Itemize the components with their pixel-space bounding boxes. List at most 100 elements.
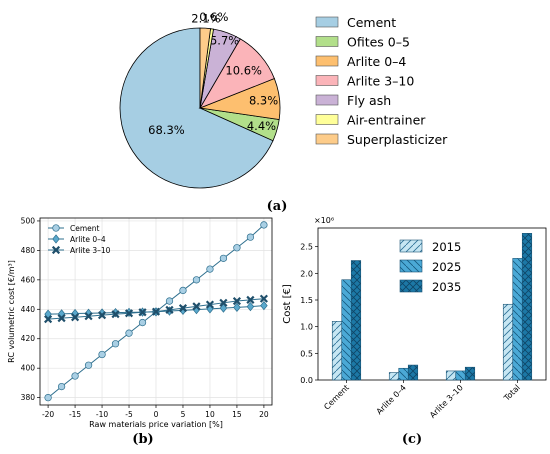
y-tick-label: 500 <box>21 216 36 225</box>
y-tick-label: 2.5 <box>300 243 313 252</box>
point-cement <box>125 329 133 337</box>
point-arlite-0-4 <box>246 301 255 312</box>
legend-marker-arlite-3-10 <box>51 245 61 255</box>
legend-swatch-2025 <box>399 259 423 273</box>
point-cement <box>219 254 228 262</box>
legend-label-arlite-0-4: Arlite 0–4 <box>70 235 106 244</box>
y-tick-label: 460 <box>21 275 36 284</box>
y-exponent-label: ×10⁶ <box>314 216 334 225</box>
legend-swatch-fly-ash <box>315 94 339 106</box>
bar-total-2035 <box>521 233 533 381</box>
point-cement <box>71 372 79 380</box>
legend-label-cement: Cement <box>347 15 396 30</box>
bar-total-2025 <box>512 258 523 381</box>
pie-label-arlite-0-4: 8.3% <box>249 94 278 108</box>
x-tick-label-cement: Cement <box>322 383 351 412</box>
legend-swatch-arlite-3-10 <box>315 75 339 86</box>
point-cement <box>84 361 93 369</box>
point-cement <box>179 286 187 295</box>
legend-label-superplasticizer: Superplasticizer <box>347 132 448 147</box>
x-tick-label: 10 <box>205 410 215 419</box>
point-arlite-3-10 <box>84 312 93 321</box>
point-cement <box>57 382 66 391</box>
y-tick-label: 400 <box>21 364 36 373</box>
bar-cement-2015 <box>331 321 343 381</box>
bar-arlite-0-4-2015 <box>388 372 400 381</box>
pie-label-superplasticizer: 2.1% <box>191 12 220 26</box>
x-tick-label-arlite-0-4: Arlite 0–4 <box>375 383 408 416</box>
x-tick-label: 5 <box>181 410 186 419</box>
point-cement <box>206 265 214 273</box>
point-cement <box>260 221 268 229</box>
x-tick-label: 20 <box>259 410 269 419</box>
point-arlite-3-10 <box>205 300 215 309</box>
point-cement <box>246 233 255 241</box>
legend-swatch-arlite-0-4 <box>315 55 339 67</box>
x-tick-label: -10 <box>96 410 108 419</box>
pie-label-arlite-3-10: 10.6% <box>225 63 262 77</box>
y-tick-label: 2.0 <box>300 269 313 278</box>
legend-swatch-2035 <box>399 279 423 293</box>
x-axis-label: Raw materials price variation [%] <box>89 420 223 429</box>
pie-label-ofites-0-5: 4.4% <box>247 119 276 133</box>
y-axis-label: Cost [€] <box>282 284 293 324</box>
legend-swatch-ofites-0-5 <box>315 36 339 47</box>
y-tick-label: 380 <box>21 393 36 402</box>
pie-label-air-entrainer: 0.6% <box>199 10 228 24</box>
y-tick-label: 1.0 <box>300 323 313 332</box>
legend-swatch-superplasticizer <box>315 133 339 145</box>
legend-swatch-cement <box>315 16 339 28</box>
point-arlite-3-10 <box>219 298 228 307</box>
bar-arlite-3-10-2025 <box>455 370 466 381</box>
x-tick-label: 15 <box>232 410 242 419</box>
legend-marker-cement <box>52 224 60 232</box>
y-tick-label: 420 <box>21 334 36 343</box>
point-cement <box>233 244 241 252</box>
point-arlite-3-10 <box>259 294 268 303</box>
pie-slice-superplasticizer <box>199 27 211 109</box>
bar-total-2015 <box>502 303 514 381</box>
point-arlite-3-10 <box>151 307 161 316</box>
point-cement <box>98 350 106 359</box>
point-arlite-3-10 <box>138 308 147 317</box>
point-cement <box>44 393 52 402</box>
y-tick-label: 480 <box>21 246 36 255</box>
point-arlite-3-10 <box>246 295 255 304</box>
pie-chart: 68.3% 4.4% 8.3% 10.6% 5.7% 0.6%2.1% <box>119 10 281 189</box>
point-cement <box>192 276 201 284</box>
legend-label-2015: 2015 <box>432 240 461 254</box>
legend-label-ofites-0-5: Ofites 0–5 <box>347 35 410 50</box>
panel-label-a: (a) <box>267 199 288 214</box>
x-tick-label-total: Total <box>502 383 522 403</box>
point-arlite-3-10 <box>124 309 134 318</box>
bar-arlite-3-10-2015 <box>445 370 457 381</box>
legend-label-2035: 2035 <box>432 280 461 294</box>
x-tick-label: -20 <box>42 410 54 419</box>
bar-arlite-0-4-2025 <box>398 367 409 381</box>
point-arlite-3-10 <box>178 304 188 313</box>
pie-label-fly-ash: 5.7% <box>210 33 239 47</box>
line-chart: -20 -15 -10 -5 0 5 10 15 20 380 400 420 440 460 480 500… <box>7 216 273 429</box>
y-tick-label: 1.5 <box>300 296 313 305</box>
point-cement <box>111 340 120 348</box>
bar-arlite-0-4-2035 <box>407 364 419 381</box>
point-arlite-3-10 <box>165 305 174 314</box>
plot-frame <box>317 227 547 381</box>
x-tick-label-arlite-3-10: Arlite 3–10 <box>428 383 465 420</box>
legend-label-arlite-3-10: Arlite 3–10 <box>70 246 111 255</box>
legend-marker-arlite-0-4 <box>52 234 60 244</box>
legend-swatch-air-entrainer <box>315 114 339 125</box>
bar-cement-2035 <box>350 260 362 381</box>
point-arlite-3-10 <box>232 296 242 306</box>
point-arlite-0-4 <box>219 303 228 313</box>
pie-label-cement: 68.3% <box>148 123 185 137</box>
x-tick-label: -15 <box>69 410 81 419</box>
legend-label-air-entrainer: Air-entrainer <box>347 113 426 128</box>
pie-slice-cement <box>119 27 274 189</box>
legend-label-2025: 2025 <box>432 260 461 274</box>
bar-cement-2025 <box>341 279 352 381</box>
point-cement <box>165 297 174 305</box>
panel-label-c: (c) <box>402 432 422 447</box>
